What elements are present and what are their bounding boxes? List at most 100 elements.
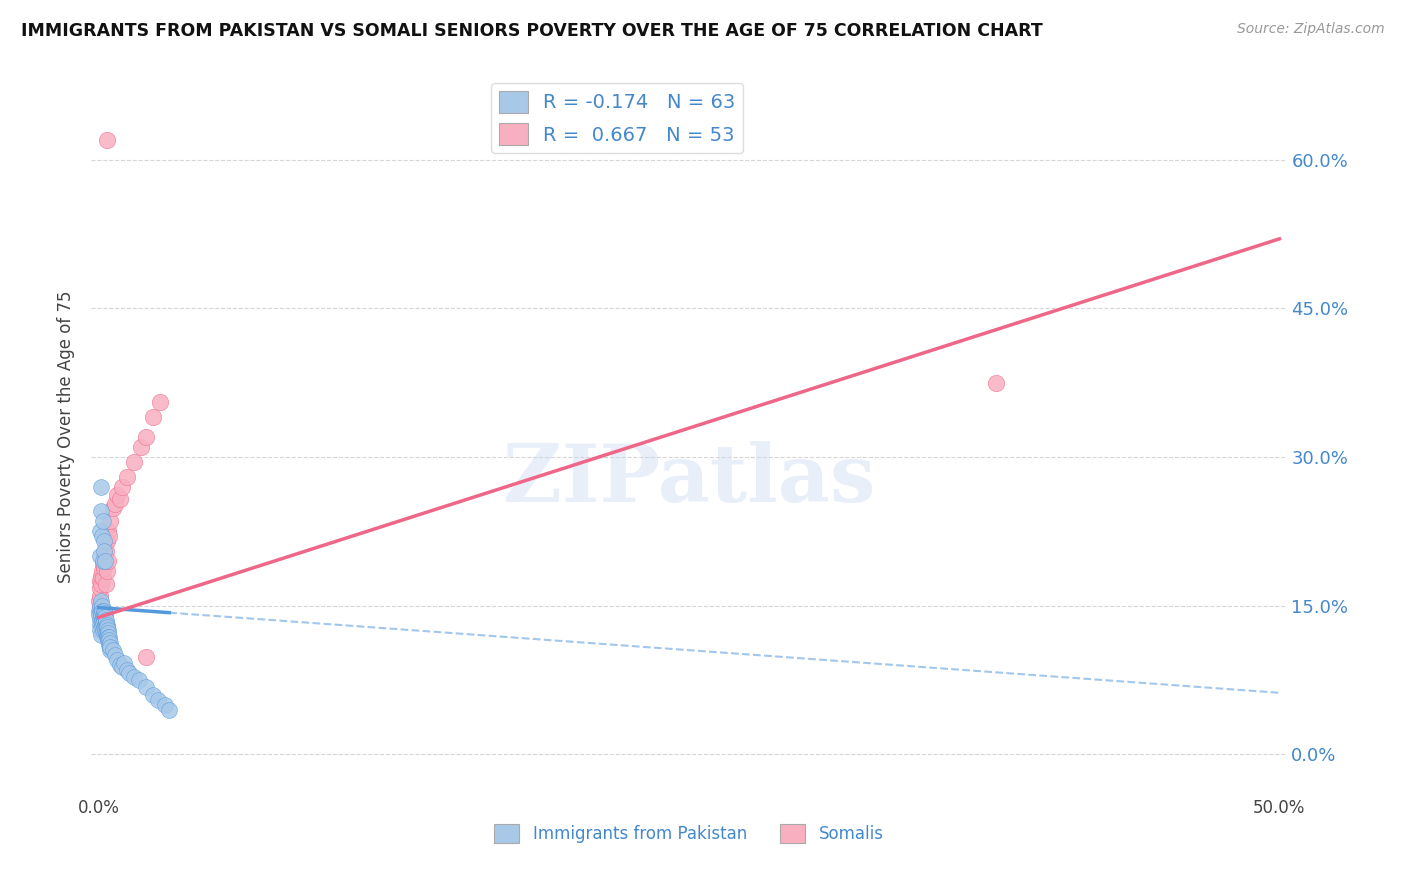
Point — [89, 581, 111, 595]
Point — [90, 569, 112, 583]
Point — [114, 656, 136, 670]
Point — [89, 549, 111, 563]
Point — [91, 603, 114, 617]
Point — [108, 491, 131, 506]
Point — [94, 544, 117, 558]
Point — [90, 608, 112, 623]
Point — [97, 630, 120, 644]
Point — [91, 564, 114, 578]
Point — [135, 430, 157, 444]
Point — [98, 640, 121, 655]
Point — [90, 603, 112, 617]
Point — [91, 618, 114, 632]
Point — [146, 692, 169, 706]
Point — [96, 624, 118, 638]
Point — [97, 624, 120, 638]
Point — [89, 600, 111, 615]
Point — [111, 480, 134, 494]
Point — [93, 616, 115, 631]
Point — [97, 554, 120, 568]
Point — [94, 618, 117, 632]
Point — [90, 480, 112, 494]
Point — [93, 534, 115, 549]
Point — [115, 469, 138, 483]
Point — [89, 624, 111, 638]
Point — [115, 663, 138, 677]
Point — [98, 514, 121, 528]
Point — [91, 608, 114, 623]
Point — [97, 636, 120, 650]
Point — [89, 593, 111, 607]
Legend: Immigrants from Pakistan, Somalis: Immigrants from Pakistan, Somalis — [488, 817, 890, 850]
Point — [96, 620, 118, 634]
Point — [94, 620, 117, 634]
Point — [89, 599, 111, 613]
Point — [91, 514, 114, 528]
Point — [96, 534, 118, 549]
Text: ZIPatlas: ZIPatlas — [503, 441, 875, 519]
Point — [97, 626, 120, 640]
Point — [98, 643, 121, 657]
Point — [96, 628, 118, 642]
Point — [90, 593, 112, 607]
Point — [94, 614, 117, 628]
Point — [142, 410, 165, 425]
Point — [984, 376, 1007, 390]
Point — [153, 698, 176, 712]
Point — [94, 616, 117, 631]
Point — [108, 658, 131, 673]
Point — [98, 640, 121, 655]
Point — [101, 643, 124, 657]
Point — [89, 589, 111, 603]
Point — [94, 554, 117, 568]
Point — [97, 630, 120, 644]
Point — [98, 636, 121, 650]
Point — [91, 610, 114, 624]
Point — [98, 638, 121, 652]
Point — [94, 554, 117, 568]
Point — [96, 630, 118, 644]
Point — [90, 576, 112, 591]
Text: Source: ZipAtlas.com: Source: ZipAtlas.com — [1237, 22, 1385, 37]
Point — [118, 665, 141, 680]
Point — [93, 544, 115, 558]
Point — [104, 498, 127, 512]
Point — [87, 603, 110, 617]
Y-axis label: Seniors Poverty Over the Age of 75: Seniors Poverty Over the Age of 75 — [58, 291, 76, 583]
Point — [89, 524, 111, 539]
Point — [135, 650, 157, 665]
Point — [90, 504, 112, 518]
Point — [93, 603, 115, 617]
Point — [128, 673, 150, 687]
Point — [135, 680, 157, 694]
Point — [93, 620, 115, 634]
Point — [122, 455, 145, 469]
Point — [91, 529, 114, 543]
Point — [105, 487, 128, 501]
Point — [98, 633, 121, 648]
Point — [149, 395, 172, 409]
Point — [96, 133, 118, 147]
Point — [129, 440, 152, 454]
Point — [94, 576, 117, 591]
Point — [105, 653, 128, 667]
Point — [89, 618, 111, 632]
Point — [98, 529, 121, 543]
Point — [96, 618, 118, 632]
Point — [93, 607, 115, 621]
Point — [96, 564, 118, 578]
Point — [91, 624, 114, 638]
Point — [93, 614, 115, 628]
Point — [97, 524, 120, 539]
Point — [89, 608, 111, 623]
Point — [93, 549, 115, 563]
Point — [91, 554, 114, 568]
Point — [94, 610, 117, 624]
Point — [93, 610, 115, 624]
Point — [89, 614, 111, 628]
Point — [122, 670, 145, 684]
Point — [96, 626, 118, 640]
Point — [111, 660, 134, 674]
Point — [142, 688, 165, 702]
Point — [101, 501, 124, 516]
